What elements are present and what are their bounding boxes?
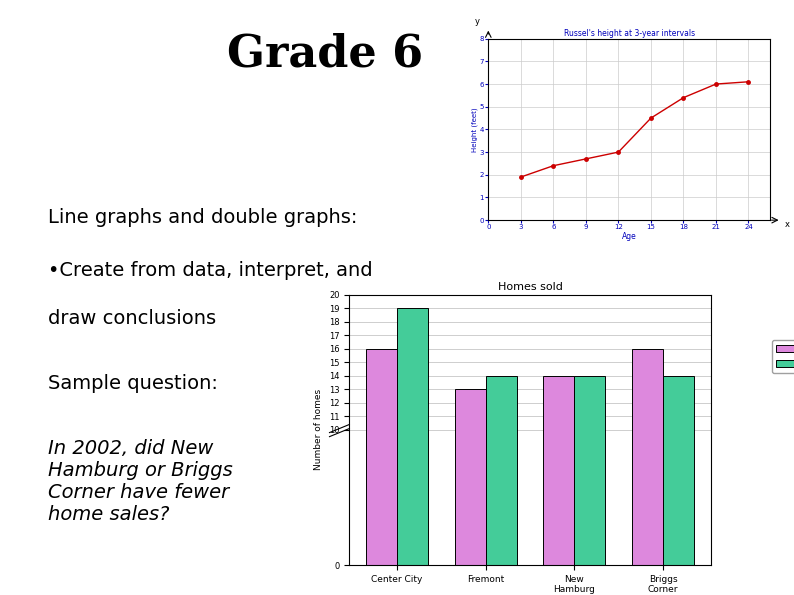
Title: Russel's height at 3-year intervals: Russel's height at 3-year intervals [564, 29, 695, 38]
Y-axis label: Height (feet): Height (feet) [472, 107, 478, 152]
Y-axis label: Number of homes: Number of homes [314, 389, 323, 471]
Bar [486, 376, 517, 565]
Bar [632, 349, 663, 565]
Bar [366, 349, 397, 565]
Text: In 2002, did New
Hamburg or Briggs
Corner have fewer
home sales?: In 2002, did New Hamburg or Briggs Corne… [48, 440, 233, 524]
Title: Homes sold: Homes sold [498, 283, 562, 292]
Text: Line graphs and double graphs:: Line graphs and double graphs: [48, 208, 357, 227]
Legend: 2002, 2003: 2002, 2003 [773, 340, 794, 372]
Bar [663, 376, 694, 565]
Bar [454, 389, 486, 565]
X-axis label: Age: Age [622, 231, 637, 241]
Text: y: y [475, 17, 480, 26]
Bar [574, 376, 606, 565]
Text: draw conclusions: draw conclusions [48, 309, 216, 328]
Text: •Create from data, interpret, and: •Create from data, interpret, and [48, 261, 372, 280]
Bar [397, 308, 428, 565]
Text: Grade 6: Grade 6 [227, 32, 424, 75]
Text: x: x [784, 220, 789, 230]
Text: Sample question:: Sample question: [48, 374, 218, 393]
Bar [543, 376, 574, 565]
